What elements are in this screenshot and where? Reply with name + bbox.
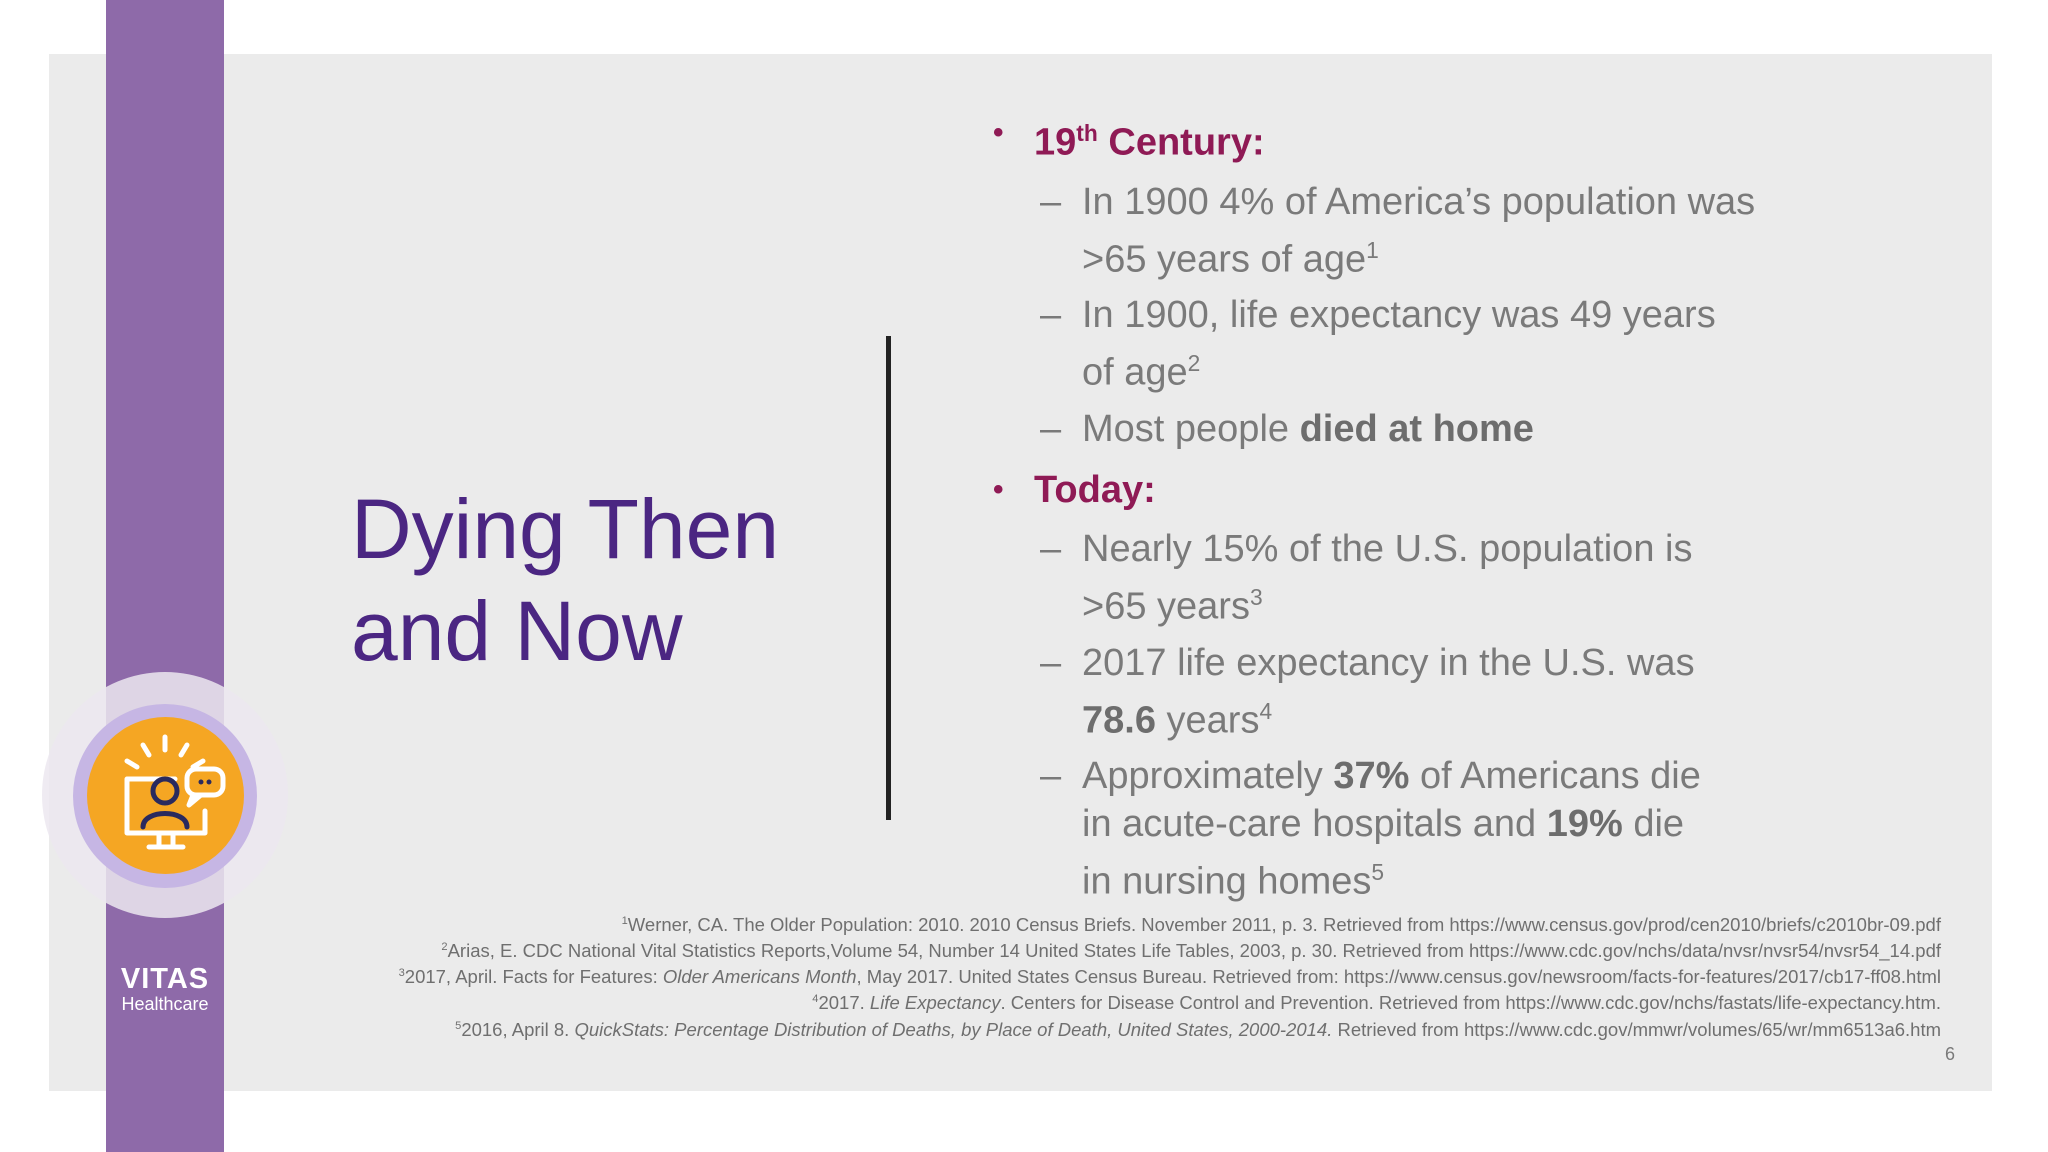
section-today: • Today: – Nearly 15% of the U.S. popula… <box>990 463 1890 906</box>
logo-sub: Healthcare <box>121 994 209 1014</box>
title-line-2: and Now <box>351 584 683 678</box>
reference-5: 52016, April 8. QuickStats: Percentage D… <box>455 1018 1941 1040</box>
list-item: – Nearly 15% of the U.S. population is >… <box>1040 527 1693 628</box>
list-item: – Most people died at home <box>1040 407 1534 450</box>
bullet-dot: • <box>993 116 1004 149</box>
title-line-1: Dying Then <box>351 482 780 576</box>
list-item: – 2017 life expectancy in the U.S. was 7… <box>1040 641 1695 742</box>
vitas-logo: VITAS Healthcare <box>106 964 224 1014</box>
reference-2: 2Arias, E. CDC National Vital Statistics… <box>441 940 1941 962</box>
references: 1Werner, CA. The Older Population: 2010.… <box>241 910 1941 1041</box>
side-stripe <box>106 0 224 1152</box>
content-list: • 19th Century: – In 1900 4% of America’… <box>990 106 1890 916</box>
slide-background <box>49 54 1992 1091</box>
list-item: – In 1900, life expectancy was 49 years … <box>1040 294 1716 394</box>
bullet-heading: • 19th Century: <box>990 106 1890 170</box>
reference-3: 32017, April. Facts for Features: Older … <box>398 966 1941 988</box>
bullet-heading: • Today: <box>990 463 1890 517</box>
list-item: – Approximately 37% of Americans die in … <box>1040 755 1701 903</box>
slide-title: Dying Then and Now <box>351 478 851 682</box>
list-item: – In 1900 4% of America’s population was… <box>1040 180 1756 281</box>
vertical-divider <box>886 336 891 820</box>
section-19th-century: • 19th Century: – In 1900 4% of America’… <box>990 106 1890 453</box>
logo-name: VITAS <box>120 963 210 995</box>
reference-4: 42017. Life Expectancy. Centers for Dise… <box>812 992 1941 1014</box>
reference-1: 1Werner, CA. The Older Population: 2010.… <box>621 914 1941 936</box>
page-number: 6 <box>1945 1044 1956 1064</box>
bullet-dot: • <box>993 472 1004 506</box>
person-at-computer-chat-icon <box>87 717 244 874</box>
